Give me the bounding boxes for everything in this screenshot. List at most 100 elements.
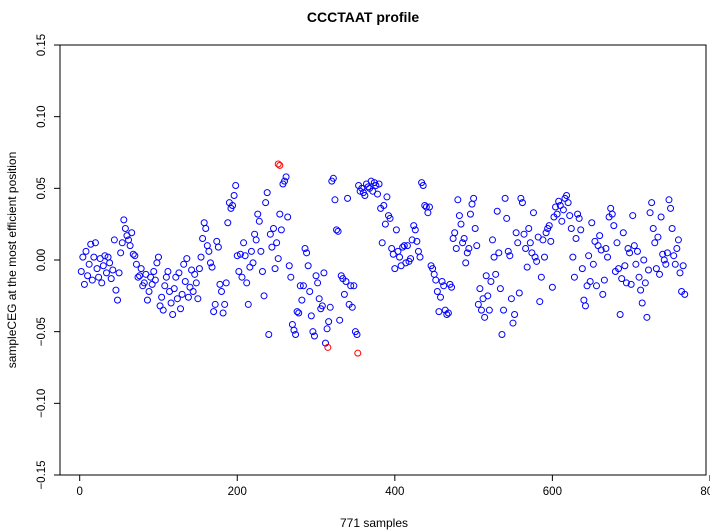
data-point (314, 279, 322, 287)
data-point (110, 236, 118, 244)
y-axis: −0.15 −0.10 −0.05 0.00 0.05 0.10 0.15 (36, 34, 60, 490)
data-point (533, 257, 541, 265)
data-point (216, 280, 224, 288)
data-point (164, 267, 172, 275)
data-point (304, 262, 312, 270)
data-point (563, 192, 571, 199)
data-point (644, 266, 652, 274)
data-point (648, 199, 656, 207)
data-point (161, 282, 169, 290)
data-point (460, 235, 468, 242)
data-point (435, 308, 443, 316)
data-point (167, 299, 175, 307)
x-tick-label: 0 (76, 486, 82, 498)
data-point (285, 262, 293, 270)
data-point (247, 247, 255, 255)
data-point (383, 193, 391, 201)
data-point (496, 285, 504, 293)
chart-title: CCCTAAT profile (307, 9, 419, 25)
data-point (419, 181, 427, 189)
data-point (657, 213, 665, 221)
x-axis: 0 200 400 600 800 (76, 475, 710, 498)
data-point (381, 220, 389, 228)
data-point (559, 206, 567, 214)
data-point (545, 222, 553, 230)
data-point (553, 210, 561, 218)
data-point (295, 309, 303, 317)
data-point (101, 252, 109, 260)
data-point (353, 331, 361, 339)
data-point (236, 250, 244, 258)
data-point (243, 279, 251, 287)
data-point (318, 302, 326, 310)
data-point (566, 212, 574, 220)
data-point (498, 331, 506, 339)
data-point (306, 288, 314, 296)
data-point (402, 259, 410, 267)
data-point (630, 242, 638, 250)
data-point (175, 269, 183, 277)
data-point (214, 243, 222, 251)
data-point (361, 192, 369, 199)
data-point (99, 262, 107, 270)
data-point (597, 246, 605, 254)
data-point (284, 213, 292, 221)
data-point (541, 253, 548, 261)
data-point (489, 236, 497, 244)
data-point (552, 203, 560, 211)
data-point (572, 235, 580, 242)
data-point (473, 242, 481, 250)
data-point (433, 288, 441, 296)
data-point (93, 265, 101, 273)
data-point (602, 245, 610, 253)
data-point (462, 259, 470, 267)
data-point (635, 273, 643, 281)
data-point (143, 296, 151, 304)
data-point (676, 269, 684, 277)
highlighted-data-point (324, 343, 332, 351)
data-point (312, 272, 320, 280)
data-point (465, 245, 473, 253)
data-point (665, 196, 673, 204)
data-point (315, 295, 323, 303)
data-point (525, 224, 533, 232)
data-point (128, 229, 136, 237)
data-point (301, 245, 309, 253)
data-point (129, 250, 137, 258)
data-point (622, 279, 630, 287)
data-point (218, 288, 225, 296)
data-point (336, 316, 344, 324)
data-point (255, 217, 263, 225)
data-point (88, 276, 96, 284)
data-point (604, 253, 612, 261)
data-point (211, 300, 219, 308)
data-point (177, 305, 185, 313)
data-point (411, 226, 419, 234)
data-point (624, 245, 632, 253)
data-point (281, 177, 289, 185)
data-point (616, 310, 624, 318)
data-point (649, 224, 657, 232)
data-point (219, 309, 227, 317)
data-point (298, 296, 306, 304)
data-point (273, 239, 281, 247)
data-point (586, 278, 594, 285)
data-point (466, 210, 474, 218)
data-point (600, 276, 608, 284)
data-point (537, 273, 545, 281)
data-point (340, 290, 348, 298)
data-point (679, 262, 687, 270)
data-point (386, 214, 394, 222)
data-point (670, 252, 678, 260)
data-point (474, 300, 482, 308)
data-point (263, 189, 271, 197)
data-point (506, 252, 514, 260)
data-point (277, 226, 285, 234)
x-tick-label: 400 (385, 486, 404, 498)
data-point (197, 253, 205, 261)
data-point (350, 282, 358, 290)
data-point (391, 265, 399, 273)
data-point (84, 272, 92, 280)
data-point (662, 260, 670, 268)
data-point (392, 226, 400, 234)
